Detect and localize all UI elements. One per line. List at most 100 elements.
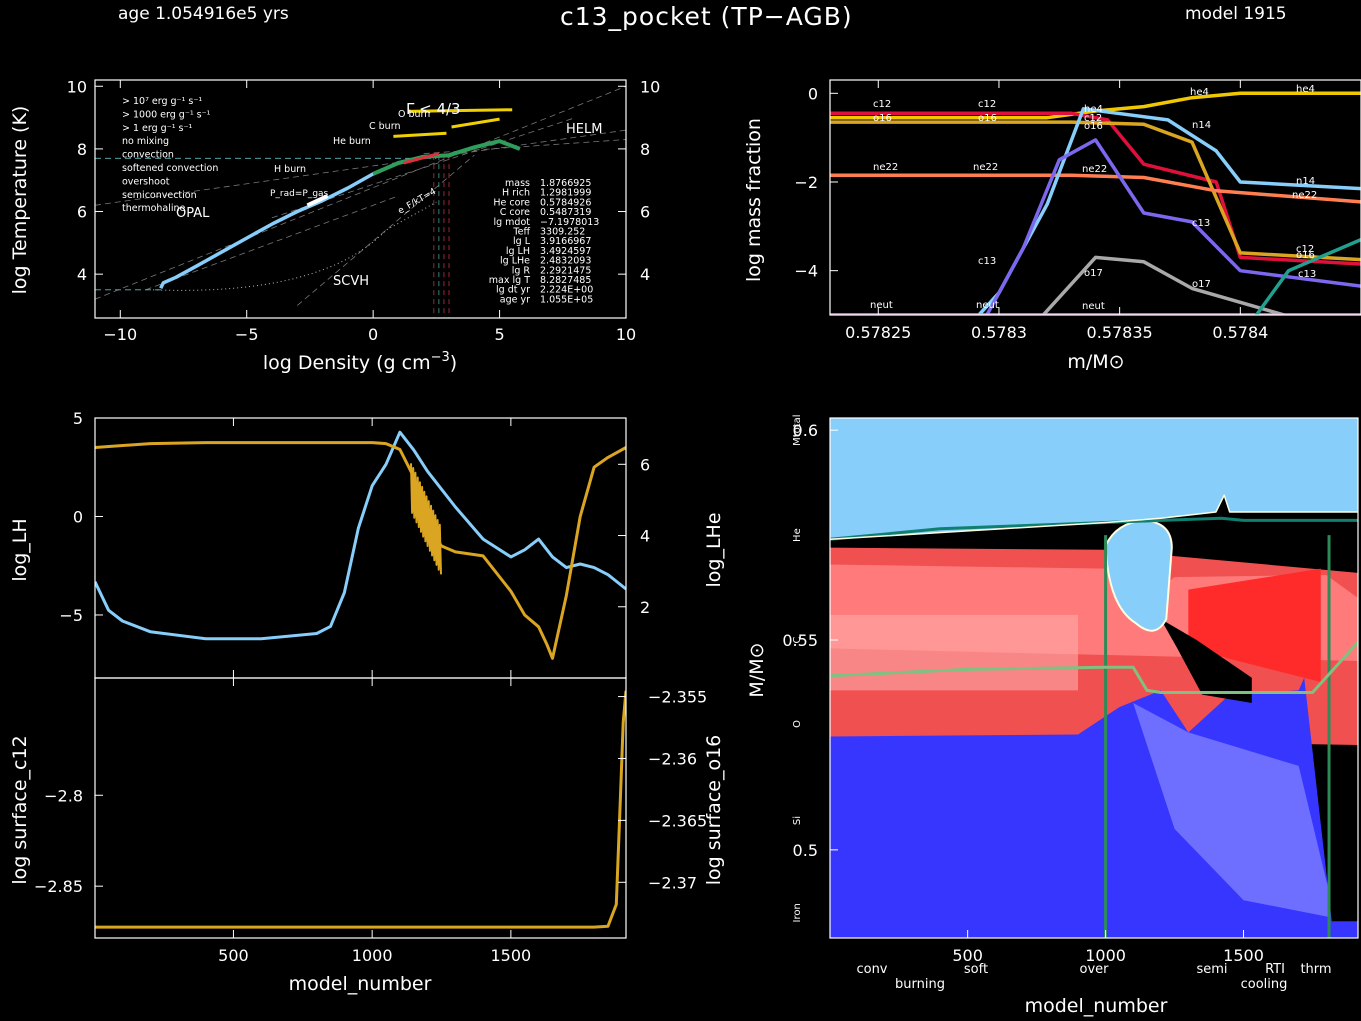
trho-info-key: lg mdot xyxy=(493,217,530,228)
kipp-ytick-label: 0.6 xyxy=(793,421,818,440)
trho-info-value: 2.224E+00 xyxy=(540,285,593,296)
abund-inline-label: he4 xyxy=(1190,87,1209,98)
abund-inline-label: he4 xyxy=(1084,104,1103,115)
abund-ytick-label: −4 xyxy=(794,262,818,281)
kipp-xtick-label: 1000 xyxy=(1085,946,1126,965)
abund-line-ne22 xyxy=(830,173,1361,204)
trho-info-value: 0.5487319 xyxy=(540,207,591,218)
abund-line-he4 xyxy=(830,91,1361,120)
kipp-side-label-o: O xyxy=(792,720,803,728)
trho-info-key: mass xyxy=(505,178,530,189)
lum-line-lh xyxy=(95,441,626,660)
abund-frame xyxy=(829,79,1361,316)
surf-xtick-label: 1000 xyxy=(352,946,393,965)
model-readout: model 1915 xyxy=(1185,4,1287,24)
trho-ytick-label: 10 xyxy=(67,77,87,96)
trho-region-gamma: Γ < 4/3 xyxy=(406,100,461,118)
trho-track-burning xyxy=(403,152,440,165)
trho-frame xyxy=(94,79,627,319)
trho-legend-item: > 10⁷ erg g⁻¹ s⁻¹ xyxy=(122,96,202,107)
kipp-xlabel: model_number xyxy=(1025,995,1168,1017)
trho-xtick-label: −5 xyxy=(235,325,259,344)
trho-legend-item: softened convection xyxy=(122,163,218,174)
abund-ytick-label: 0 xyxy=(808,84,818,103)
abund-line-h xyxy=(1254,237,1361,315)
trho-legend-item: overshoot xyxy=(122,176,170,187)
kipp-xtick-label: 500 xyxy=(952,946,983,965)
trho-info-value: 3309.252 xyxy=(540,227,585,238)
abund-inline-label: neut xyxy=(976,300,999,311)
kipp-line-conv-edge xyxy=(830,494,1358,541)
trho-info-value: 1.055E+05 xyxy=(540,294,593,305)
abund-xtick-label: 0.57825 xyxy=(845,323,911,342)
trho-region-heburn: He burn xyxy=(333,136,371,147)
trho-region-hburn: H burn xyxy=(274,164,306,175)
abund-inline-label: ne22 xyxy=(1082,164,1107,175)
trho-ytick-label: 4 xyxy=(77,265,87,284)
kipp-legend-semi: semi xyxy=(1196,962,1227,977)
kipp-ytick-label: 0.5 xyxy=(793,841,818,860)
kipp-side-label-c: C xyxy=(792,637,803,644)
trho-legend-item: thermohaline xyxy=(122,203,186,214)
abund-inline-label: ne22 xyxy=(973,162,998,173)
lum-ytick-label-right: 6 xyxy=(640,455,650,474)
trho-region-scvh: SCVH xyxy=(333,274,369,289)
trho-region-ef: e_F/kT=4 xyxy=(397,187,439,217)
abund-inline-label: n14 xyxy=(1192,120,1211,131)
trho-info-key: He core xyxy=(493,197,530,208)
kipp-line-he-core xyxy=(830,516,1358,541)
abund-inline-label: neut xyxy=(870,300,893,311)
kipp-side-label-he: He xyxy=(792,528,803,542)
kipp-ytick-label: 0.55 xyxy=(782,631,818,650)
kipp-side-label-mtotal: Mtotal xyxy=(792,414,803,446)
lum-ytick-label-left: 0 xyxy=(73,507,83,526)
kipp-burning-region-light xyxy=(830,614,1078,691)
trho-info-key: lg LH xyxy=(506,246,530,257)
trho-guide-line xyxy=(423,139,626,154)
trho-legend-item: no mixing xyxy=(122,136,169,147)
abund-inline-label: c12 xyxy=(873,99,891,110)
surf-frame xyxy=(94,677,627,939)
abund-inline-label: n14 xyxy=(1296,176,1315,187)
abund-inline-label: neut xyxy=(1082,301,1105,312)
kipp-side-label-si: Si xyxy=(792,816,803,825)
plot-title: c13_pocket (TP−AGB) xyxy=(560,2,853,31)
surf-ytick-label-left: −2.8 xyxy=(44,786,83,805)
kipp-legend-thrm: thrm xyxy=(1300,962,1331,977)
kipp-legend-over: over xyxy=(1080,962,1110,977)
lum-ytick-label-left: −5 xyxy=(59,606,83,625)
surf-ytick-label-right: −2.36 xyxy=(648,749,697,768)
surf-xtick-label: 500 xyxy=(218,946,249,965)
abund-inline-label: o16 xyxy=(873,113,892,124)
trho-region-oburn: O burn xyxy=(398,109,430,120)
surf-ytick-label-right: −2.37 xyxy=(648,873,697,892)
trho-info-value: 1.8766925 xyxy=(540,178,591,189)
surf-ylabel-right: log surface_o16 xyxy=(703,735,725,886)
trho-info-value: 1.2981999 xyxy=(540,188,591,199)
kipp-legend-soft: soft xyxy=(964,962,988,977)
trho-guide-line xyxy=(145,195,399,291)
kipp-dark-pocket xyxy=(1160,619,1252,703)
abund-inline-label: c13 xyxy=(978,256,996,267)
kipp-side-label-iron: Iron xyxy=(792,903,803,922)
trho-xlabel-sup: −3 xyxy=(431,350,450,365)
kipp-legend-conv: conv xyxy=(856,962,887,977)
trho-ytick-label-right: 4 xyxy=(640,265,650,284)
abund-line-o16 xyxy=(830,120,1361,262)
surf-ylabel-left: log surface_c12 xyxy=(9,735,31,884)
trho-info-value: 8.2827485 xyxy=(540,275,591,286)
kipp-envelope-convection xyxy=(830,418,1358,540)
abund-inline-label: o16 xyxy=(978,113,997,124)
trho-region-cburn: C burn xyxy=(369,121,400,132)
kipp-legend-RTI: RTI xyxy=(1265,962,1285,977)
kipp-burning-region-hot xyxy=(1188,568,1321,682)
trho-track-soft xyxy=(306,194,329,208)
trho-ytick-label-right: 6 xyxy=(640,203,650,222)
kipp-layers xyxy=(830,418,1358,938)
kipp-ylabel: M/M⊙ xyxy=(746,642,768,697)
abund-xtick-label: 0.5784 xyxy=(1212,323,1268,342)
age-readout: age 1.054916e5 yrs xyxy=(118,4,289,24)
lum-ytick-label-right: 2 xyxy=(640,598,650,617)
trho-guide-line xyxy=(95,85,626,300)
